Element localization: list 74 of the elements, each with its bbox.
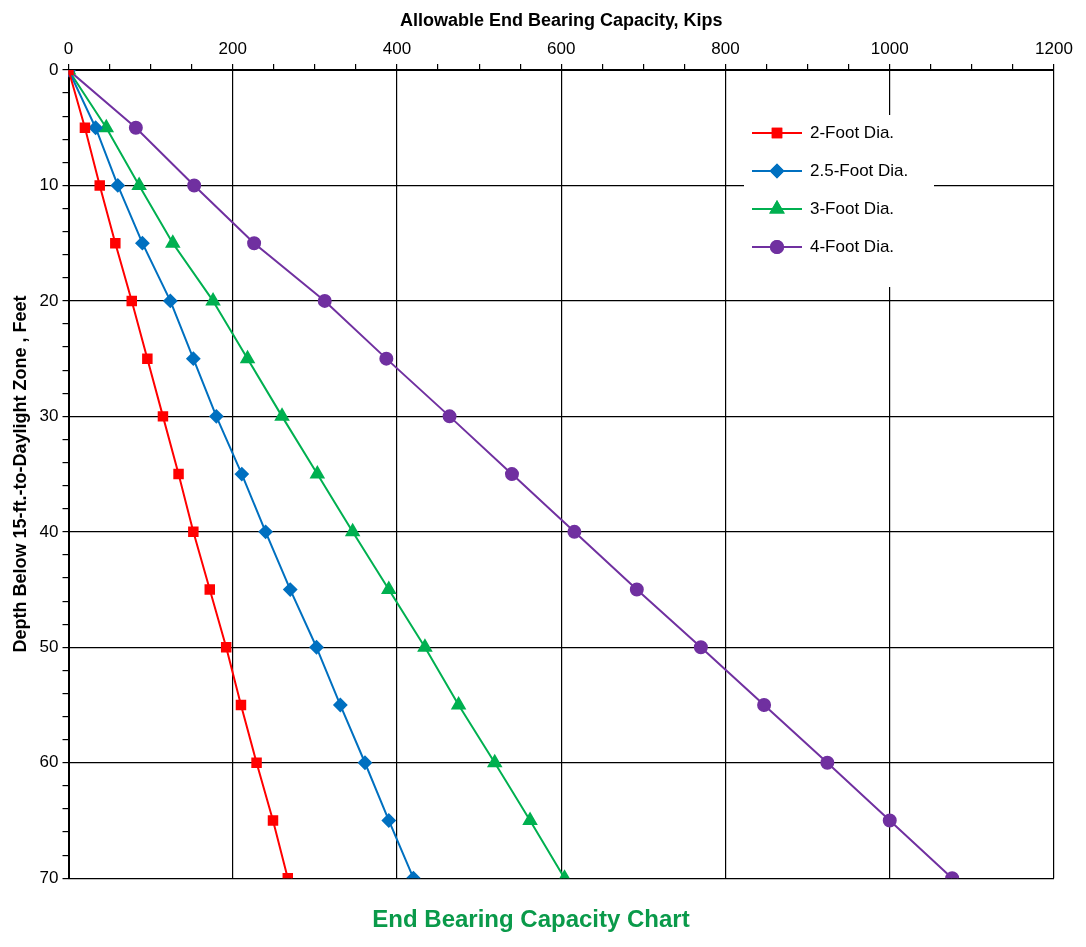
point [157, 411, 169, 422]
point [163, 293, 178, 308]
point [132, 177, 147, 190]
point [693, 640, 708, 655]
point [258, 524, 273, 539]
y-tick-label: 10 [39, 175, 59, 195]
point [94, 180, 105, 191]
text: End Bearing Capacity Chart [372, 905, 690, 933]
point [333, 698, 348, 713]
point [381, 813, 396, 828]
point [629, 582, 644, 597]
point [417, 639, 432, 652]
x-tick-label: 200 [218, 39, 247, 59]
point [188, 526, 199, 538]
point [126, 295, 137, 307]
point [135, 236, 150, 251]
y-tick-label: 20 [39, 290, 59, 310]
x-tick-label: 400 [382, 39, 412, 59]
point [240, 350, 255, 364]
legend-label: 3-Foot Dia. [810, 198, 895, 218]
x-tick-label: 600 [547, 39, 576, 59]
point [487, 754, 502, 768]
point [142, 353, 153, 364]
x-tick-label: 800 [711, 39, 740, 59]
point [247, 236, 262, 251]
point [99, 119, 114, 133]
legend-label: 2-Foot Dia. [810, 122, 895, 142]
point [274, 408, 290, 421]
point [234, 467, 249, 482]
y-tick-label: 70 [39, 867, 59, 887]
point [165, 235, 180, 248]
point [204, 584, 216, 595]
point [187, 178, 202, 193]
point [186, 351, 201, 366]
x-tick-label: 1200 [1035, 39, 1073, 59]
point [88, 120, 103, 135]
point [283, 582, 298, 597]
y-tick-label: 0 [49, 59, 59, 79]
y-tick-label: 60 [39, 752, 59, 772]
point [820, 755, 835, 770]
point [757, 698, 772, 713]
point [381, 581, 396, 595]
point [310, 466, 325, 479]
point [173, 468, 184, 480]
point [220, 642, 232, 653]
point [522, 812, 538, 825]
point [110, 237, 121, 249]
point [267, 815, 279, 826]
point [567, 524, 582, 539]
y-tick-label: 30 [39, 406, 59, 426]
point [317, 293, 332, 308]
point [357, 755, 372, 770]
point [882, 813, 897, 828]
x-axis-title: Allowable End Bearing Capacity, Kips [399, 9, 723, 30]
point [235, 699, 247, 711]
point [251, 757, 262, 768]
point [205, 292, 221, 306]
y-tick-label: 40 [39, 521, 59, 541]
legend-label: 4-Foot Dia. [810, 236, 895, 256]
point [79, 122, 91, 133]
point [128, 120, 143, 135]
x-tick-label: 0 [63, 39, 74, 59]
point [504, 467, 519, 482]
point [379, 351, 394, 366]
y-axis-title: Depth Below 15-ft.-to-Daylight Zone , Feet [9, 295, 30, 653]
point [309, 640, 324, 655]
legend-label: 2.5-Foot Dia. [810, 160, 909, 180]
y-tick-label: 50 [39, 636, 59, 656]
x-tick-label: 1000 [870, 39, 909, 59]
point [451, 697, 466, 710]
point [442, 409, 457, 424]
point [345, 523, 360, 537]
point [209, 409, 224, 424]
point [110, 178, 125, 193]
